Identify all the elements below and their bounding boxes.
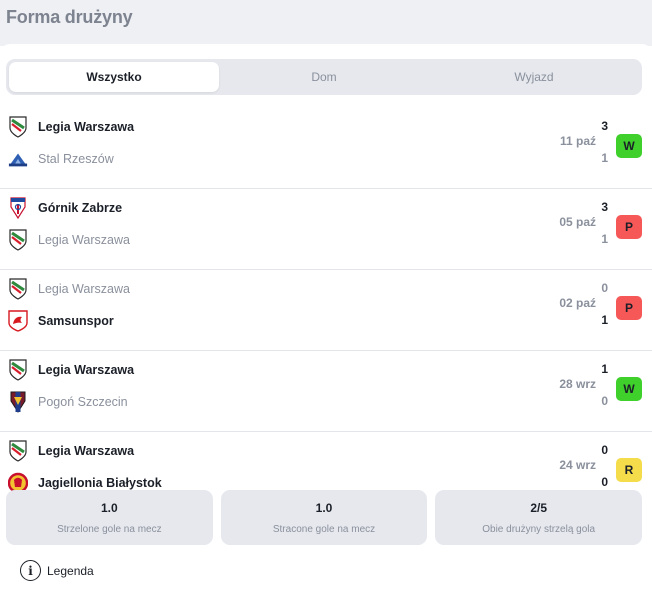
legia-crest-icon [8,358,28,382]
home-score: 3 [601,119,608,133]
away-team: Samsunspor [8,309,114,333]
team-name: Stal Rzeszów [38,152,114,166]
stat-label: Obie drużyny strzelą gola [482,523,596,535]
stat-label: Stracone gole na mecz [272,523,376,535]
result-badge: W [616,134,642,158]
team-name: Legia Warszawa [38,120,135,134]
match-row[interactable]: Górnik Zabrze Legia Warszawa 3 05 paź 1 … [0,189,652,270]
stat-card-goals-scored: 1.0 Strzelone gole na mecz [6,490,213,545]
legia-crest-icon [8,439,28,463]
home-score: 0 [601,443,608,457]
stal-rzeszow-crest-icon [8,147,28,171]
team-name: Jagiellonia Białystok [38,476,162,490]
legend-button[interactable]: i Legenda [20,560,94,581]
away-team: Stal Rzeszów [8,147,114,171]
home-score: 0 [601,281,608,295]
away-score: 1 [601,313,608,327]
home-score: 3 [601,200,608,214]
away-team: Pogoń Szczecin [8,390,128,414]
match-date: 02 paź [559,296,596,310]
tab-all[interactable]: Wszystko [9,62,219,92]
away-team: Legia Warszawa [8,228,130,252]
stat-label: Strzelone gole na mecz [57,523,162,535]
match-row[interactable]: Legia Warszawa Stal Rzeszów 3 11 paź 1 W [0,108,652,189]
home-team: Legia Warszawa [8,115,134,139]
away-team: Jagiellonia Białystok [8,471,162,495]
match-list: Legia Warszawa Stal Rzeszów 3 11 paź 1 W… [0,108,652,513]
team-name: Samsunspor [38,314,114,328]
home-team: Legia Warszawa [8,439,134,463]
tab-home[interactable]: Dom [311,70,337,84]
legend-label: Legenda [47,563,94,578]
home-score: 1 [601,362,608,376]
result-badge: P [616,296,642,320]
stat-value: 1.0 [100,500,118,515]
match-date: 05 paź [559,215,596,229]
main-panel: Wszystko Dom Wyjazd Legia Warszawa Stal … [0,44,652,608]
home-team: Legia Warszawa [8,277,130,301]
legia-crest-icon [8,228,28,252]
home-team: Górnik Zabrze [8,196,122,220]
home-team: Legia Warszawa [8,358,134,382]
team-name: Legia Warszawa [38,363,135,377]
stats-summary: 1.0 Strzelone gole na mecz 1.0 Stracone … [6,490,643,545]
away-score: 1 [601,151,608,165]
stat-card-both-teams-score: 2/5 Obie drużyny strzelą gola [435,490,643,545]
info-icon: i [20,560,41,581]
away-score: 1 [601,232,608,246]
match-row[interactable]: Legia Warszawa Jagiellonia Białystok 0 2… [0,432,652,513]
result-badge: P [616,215,642,239]
legia-crest-icon [8,277,28,301]
tab-away[interactable]: Wyjazd [514,70,554,84]
away-score: 0 [601,394,608,408]
team-name: Pogoń Szczecin [38,395,128,409]
page-title: Forma drużyny [6,7,133,27]
team-name: Legia Warszawa [38,444,135,458]
header: Forma drużyny [0,0,652,46]
match-row[interactable]: Legia Warszawa Samsunspor 0 02 paź 1 P [0,270,652,351]
away-score: 0 [601,475,608,489]
match-date: 11 paź [559,134,596,148]
stat-card-goals-conceded: 1.0 Stracone gole na mecz [220,490,428,545]
samsunspor-crest-icon [8,309,28,333]
gornik-zabrze-crest-icon [8,196,28,220]
team-name: Legia Warszawa [38,282,130,296]
team-name: Górnik Zabrze [38,201,123,215]
stat-value: 1.0 [315,500,333,515]
jagiellonia-crest-icon [8,471,28,495]
team-name: Legia Warszawa [38,233,130,247]
stat-value: 2/5 [530,500,548,515]
legia-crest-icon [8,115,28,139]
filter-tabs: Wszystko Dom Wyjazd [6,59,642,95]
match-date: 28 wrz [559,377,596,391]
pogon-szczecin-crest-icon [8,390,28,414]
match-date: 24 wrz [559,458,596,472]
match-row[interactable]: Legia Warszawa Pogoń Szczecin 1 28 wrz 0… [0,351,652,432]
result-badge: R [616,458,642,482]
result-badge: W [616,377,642,401]
